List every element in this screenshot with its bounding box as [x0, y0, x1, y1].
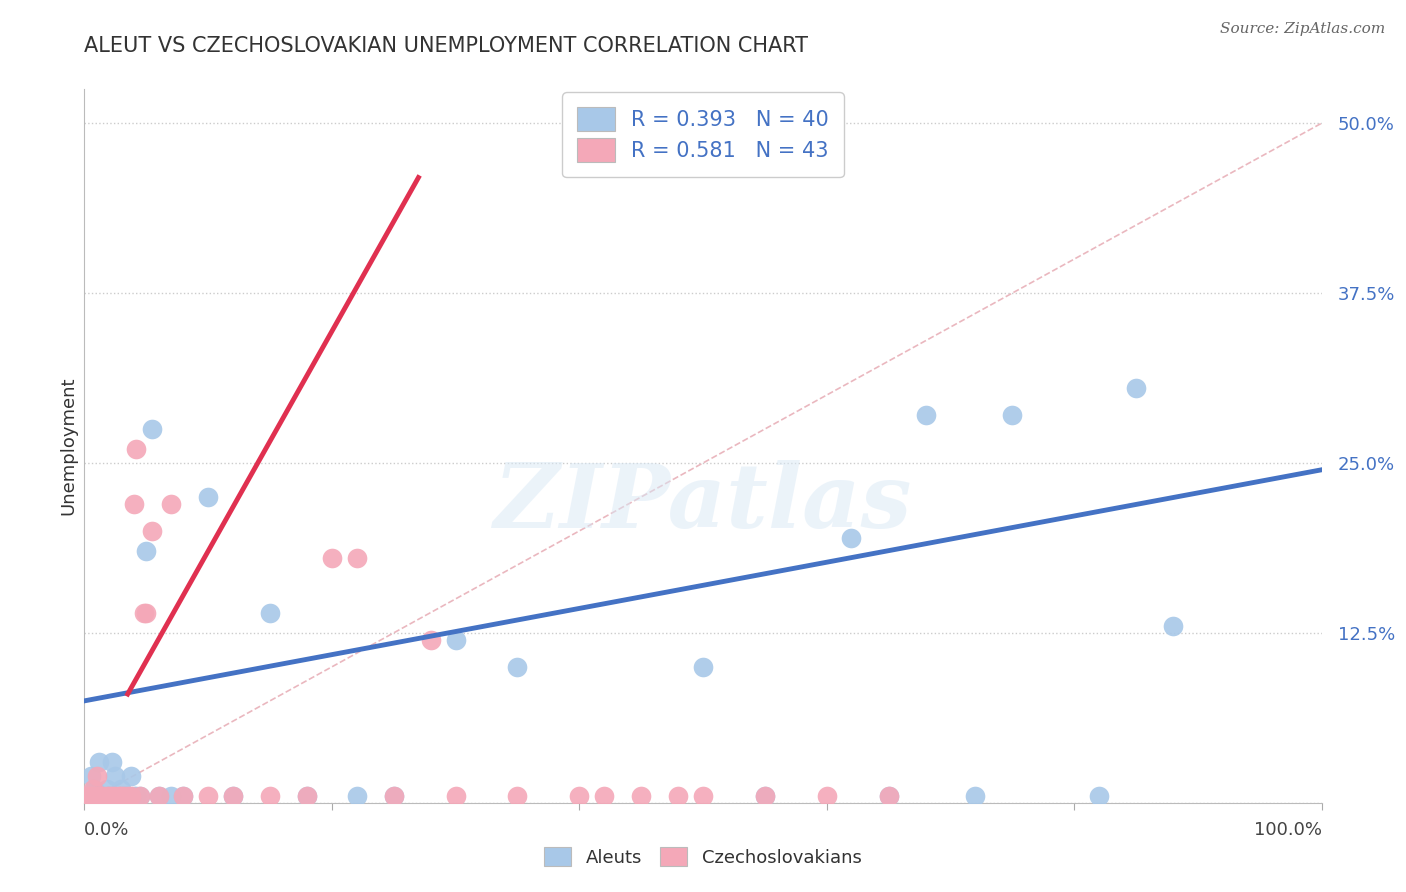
Point [79, 769, 101, 783]
Point [108, 789, 131, 803]
Point [382, 789, 405, 803]
Point [132, 606, 155, 620]
Point [568, 789, 591, 803]
Point [259, 789, 281, 803]
Point [1001, 409, 1024, 423]
Point [84, 789, 107, 803]
Point [135, 544, 157, 558]
Point [346, 551, 368, 566]
Point [112, 789, 135, 803]
Text: 100.0%: 100.0% [1254, 821, 1322, 838]
Point [104, 789, 127, 803]
Point [965, 789, 987, 803]
Point [506, 660, 529, 674]
Point [91, 789, 114, 803]
Point [96, 782, 118, 797]
Point [104, 769, 127, 783]
Point [98, 789, 121, 803]
Text: ZIPatlas: ZIPatlas [495, 460, 911, 546]
Point [141, 524, 163, 538]
Legend: Aleuts, Czechoslovakians: Aleuts, Czechoslovakians [537, 840, 869, 874]
Point [197, 490, 219, 504]
Point [117, 789, 139, 803]
Point [125, 789, 148, 803]
Y-axis label: Unemployment: Unemployment [59, 376, 77, 516]
Text: ALEUT VS CZECHOSLOVAKIAN UNEMPLOYMENT CORRELATION CHART: ALEUT VS CZECHOSLOVAKIAN UNEMPLOYMENT CO… [84, 36, 808, 55]
Point [222, 789, 245, 803]
Point [83, 782, 105, 797]
Point [89, 789, 111, 803]
Point [666, 789, 689, 803]
Point [419, 632, 441, 647]
Point [754, 789, 776, 803]
Point [593, 789, 616, 803]
Point [754, 789, 776, 803]
Legend: R = 0.393   N = 40, R = 0.581   N = 43: R = 0.393 N = 40, R = 0.581 N = 43 [562, 93, 844, 178]
Point [135, 606, 157, 620]
Point [86, 789, 108, 803]
Point [110, 789, 132, 803]
Point [321, 551, 343, 566]
Point [160, 789, 183, 803]
Point [120, 789, 142, 803]
Point [1088, 789, 1111, 803]
Point [444, 789, 467, 803]
Point [98, 789, 121, 803]
Point [100, 789, 122, 803]
Point [96, 789, 118, 803]
Point [112, 789, 135, 803]
Point [877, 789, 900, 803]
Point [86, 769, 108, 783]
Point [110, 782, 132, 797]
Point [125, 442, 148, 457]
Point [148, 789, 170, 803]
Point [197, 789, 219, 803]
Point [259, 606, 281, 620]
Point [91, 789, 114, 803]
Point [79, 789, 101, 803]
Point [129, 789, 152, 803]
Point [295, 789, 318, 803]
Point [444, 632, 467, 647]
Point [120, 769, 142, 783]
Point [815, 789, 838, 803]
Point [89, 755, 111, 769]
Point [877, 789, 900, 803]
Point [148, 789, 170, 803]
Point [630, 789, 652, 803]
Point [172, 789, 194, 803]
Text: 0.0%: 0.0% [84, 821, 129, 838]
Point [692, 789, 714, 803]
Point [841, 531, 863, 545]
Point [222, 789, 245, 803]
Point [172, 789, 194, 803]
Point [692, 660, 714, 674]
Point [160, 497, 183, 511]
Point [506, 789, 529, 803]
Point [295, 789, 318, 803]
Point [129, 789, 152, 803]
Point [117, 789, 139, 803]
Point [108, 789, 131, 803]
Point [914, 409, 936, 423]
Point [382, 789, 405, 803]
Point [122, 789, 145, 803]
Point [1125, 381, 1147, 395]
Point [141, 422, 163, 436]
Point [82, 782, 104, 797]
Point [1161, 619, 1184, 633]
Point [122, 497, 145, 511]
Point [100, 755, 122, 769]
Point [77, 789, 100, 803]
Point [346, 789, 368, 803]
Text: Source: ZipAtlas.com: Source: ZipAtlas.com [1219, 22, 1385, 37]
